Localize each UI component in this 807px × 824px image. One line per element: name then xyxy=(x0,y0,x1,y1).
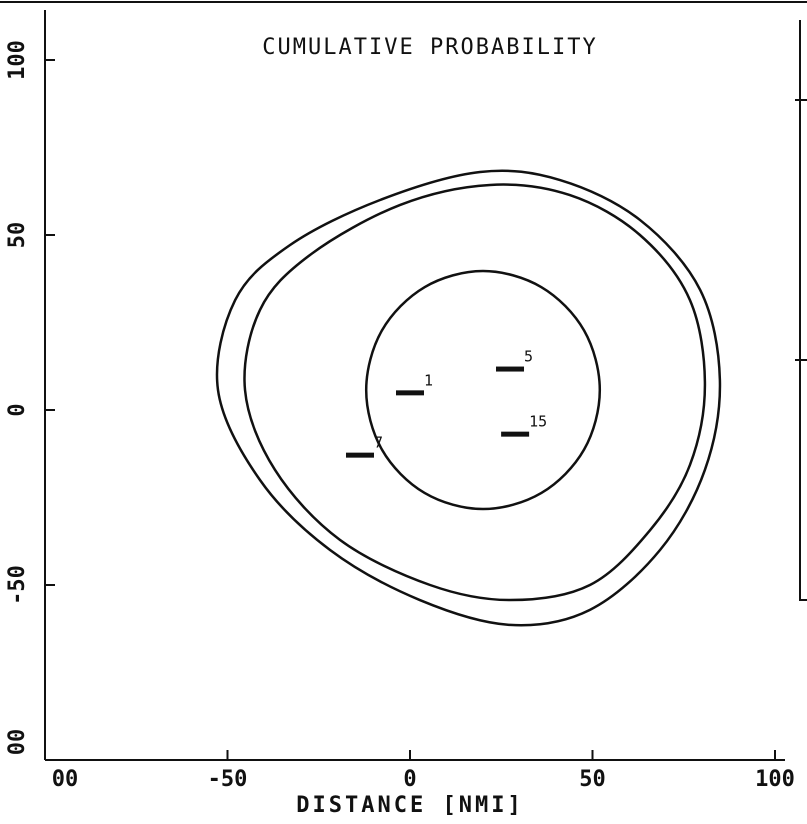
point-label: 5 xyxy=(524,348,533,366)
y-tick-label: 0 xyxy=(5,403,30,416)
point-label: 7 xyxy=(374,434,383,452)
point-marker xyxy=(501,431,530,437)
y-tick-label: -50 xyxy=(5,565,30,605)
x-tick-label: 0 xyxy=(403,767,416,792)
contour-line xyxy=(364,269,602,511)
y-tick-label: 00 xyxy=(5,729,30,756)
point-label: 15 xyxy=(529,413,547,431)
point-marker xyxy=(396,390,424,396)
side-panel xyxy=(799,20,807,601)
point-marker xyxy=(496,366,525,372)
y-tick-label: 50 xyxy=(5,222,30,249)
contour-line xyxy=(215,169,722,627)
contour-line xyxy=(243,183,707,602)
x-tick-label: 50 xyxy=(579,767,606,792)
y-tick-label: 100 xyxy=(5,40,30,80)
x-tick-label: -50 xyxy=(208,767,248,792)
chart-title: CUMULATIVE PROBABILITY xyxy=(262,35,597,60)
x-tick-label: 00 xyxy=(52,767,79,792)
point-label: 1 xyxy=(424,371,433,389)
x-axis-label: DISTANCE [NMI] xyxy=(296,793,523,818)
point-marker xyxy=(345,452,374,458)
x-tick-label: 100 xyxy=(755,767,795,792)
